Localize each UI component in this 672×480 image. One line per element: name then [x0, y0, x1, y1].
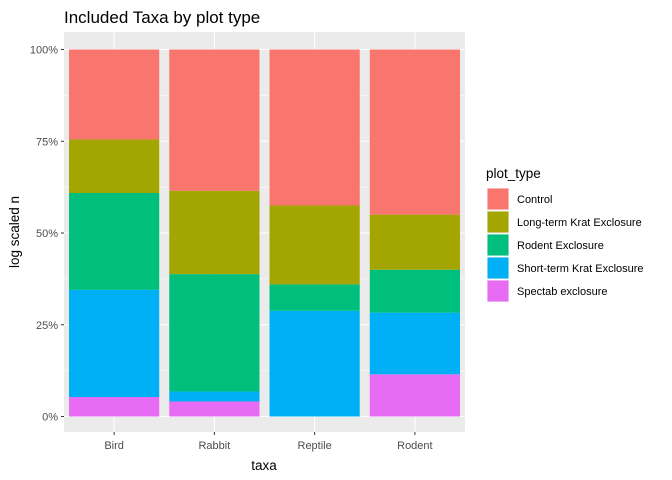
- legend-entry-label: Long-term Krat Exclosure: [517, 217, 642, 229]
- y-tick-label: 50%: [36, 228, 58, 240]
- bar-stack-rabbit: [169, 49, 260, 417]
- bar-segment: [169, 49, 260, 191]
- y-tick-label: 75%: [36, 136, 58, 148]
- legend-entry-label: Control: [517, 194, 552, 206]
- y-axis: 0% 25% 50% 75% 100%: [30, 45, 64, 424]
- bar-segment: [369, 374, 460, 417]
- bar-segment: [169, 401, 260, 417]
- y-tick-label: 100%: [30, 45, 58, 57]
- bar-segment: [269, 310, 360, 417]
- y-axis-title: log scaled n: [7, 196, 22, 268]
- legend: plot_type Control Long-term Krat Exclosur…: [486, 166, 644, 302]
- bar-stack-reptile: [269, 49, 360, 417]
- legend-key-swatch: [487, 280, 509, 302]
- legend-key-swatch: [487, 188, 509, 210]
- bar-stack-bird: [69, 49, 160, 417]
- bar-segment: [169, 190, 260, 275]
- x-tick-label: Reptile: [298, 440, 332, 452]
- y-tick-label: 25%: [36, 320, 58, 332]
- legend-title: plot_type: [486, 166, 541, 181]
- bar-segment: [369, 269, 460, 313]
- legend-key-swatch: [487, 211, 509, 233]
- x-axis: Bird Rabbit Reptile Rodent: [104, 432, 433, 452]
- bar-segment: [69, 289, 160, 398]
- bar-stack-rodent: [369, 49, 460, 417]
- bar-segment: [269, 284, 360, 311]
- legend-key-swatch: [487, 257, 509, 279]
- legend-entry-label: Spectab exclosure: [517, 286, 608, 298]
- bar-segment: [69, 139, 160, 193]
- legend-key-swatch: [487, 234, 509, 256]
- bar-segment: [369, 49, 460, 215]
- plot-area: [64, 32, 465, 432]
- chart-title: Included Taxa by plot type: [64, 8, 260, 27]
- bar-segment: [269, 49, 360, 206]
- legend-entry-label: Short-term Krat Exclosure: [517, 263, 644, 275]
- bar-segment: [69, 397, 160, 417]
- x-tick-label: Rodent: [397, 440, 432, 452]
- legend-entry-label: Rodent Exclosure: [517, 240, 604, 252]
- x-axis-title: taxa: [251, 458, 277, 473]
- bar-segment: [69, 49, 160, 140]
- x-tick-label: Bird: [104, 440, 124, 452]
- bar-segment: [169, 391, 260, 402]
- bar-segment: [369, 214, 460, 270]
- bar-segment: [269, 205, 360, 285]
- bar-segment: [369, 312, 460, 375]
- bar-segment: [69, 192, 160, 290]
- bar-segment: [169, 274, 260, 392]
- y-tick-label: 0%: [42, 412, 58, 424]
- x-tick-label: Rabbit: [198, 440, 230, 452]
